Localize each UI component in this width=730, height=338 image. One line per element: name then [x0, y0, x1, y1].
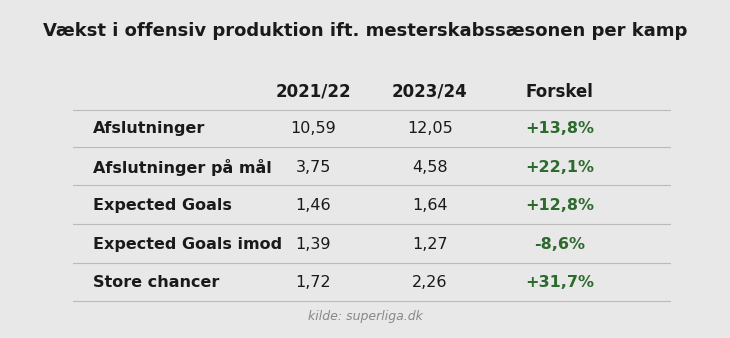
Text: Afslutninger: Afslutninger: [93, 121, 205, 136]
Text: 2021/22: 2021/22: [275, 83, 351, 101]
Text: 1,27: 1,27: [412, 237, 447, 252]
Text: Store chancer: Store chancer: [93, 275, 219, 290]
Text: 10,59: 10,59: [291, 121, 336, 136]
Text: 1,64: 1,64: [412, 198, 447, 213]
Text: 3,75: 3,75: [296, 160, 331, 175]
Text: 1,39: 1,39: [296, 237, 331, 252]
Text: 4,58: 4,58: [412, 160, 447, 175]
Text: Expected Goals: Expected Goals: [93, 198, 231, 213]
Text: kilde: superliga.dk: kilde: superliga.dk: [307, 310, 423, 323]
Text: 1,46: 1,46: [296, 198, 331, 213]
Text: +22,1%: +22,1%: [525, 160, 594, 175]
Text: +12,8%: +12,8%: [525, 198, 594, 213]
Text: Vækst i offensiv produktion ift. mesterskabssæsonen per kamp: Vækst i offensiv produktion ift. mesters…: [43, 22, 687, 40]
Text: 1,72: 1,72: [296, 275, 331, 290]
Text: Afslutninger på mål: Afslutninger på mål: [93, 159, 272, 176]
Text: 12,05: 12,05: [407, 121, 453, 136]
Text: +13,8%: +13,8%: [525, 121, 594, 136]
Text: Expected Goals imod: Expected Goals imod: [93, 237, 282, 252]
Text: -8,6%: -8,6%: [534, 237, 585, 252]
Text: Forskel: Forskel: [526, 83, 593, 101]
Text: 2,26: 2,26: [412, 275, 447, 290]
Text: +31,7%: +31,7%: [525, 275, 594, 290]
Text: 2023/24: 2023/24: [392, 83, 468, 101]
